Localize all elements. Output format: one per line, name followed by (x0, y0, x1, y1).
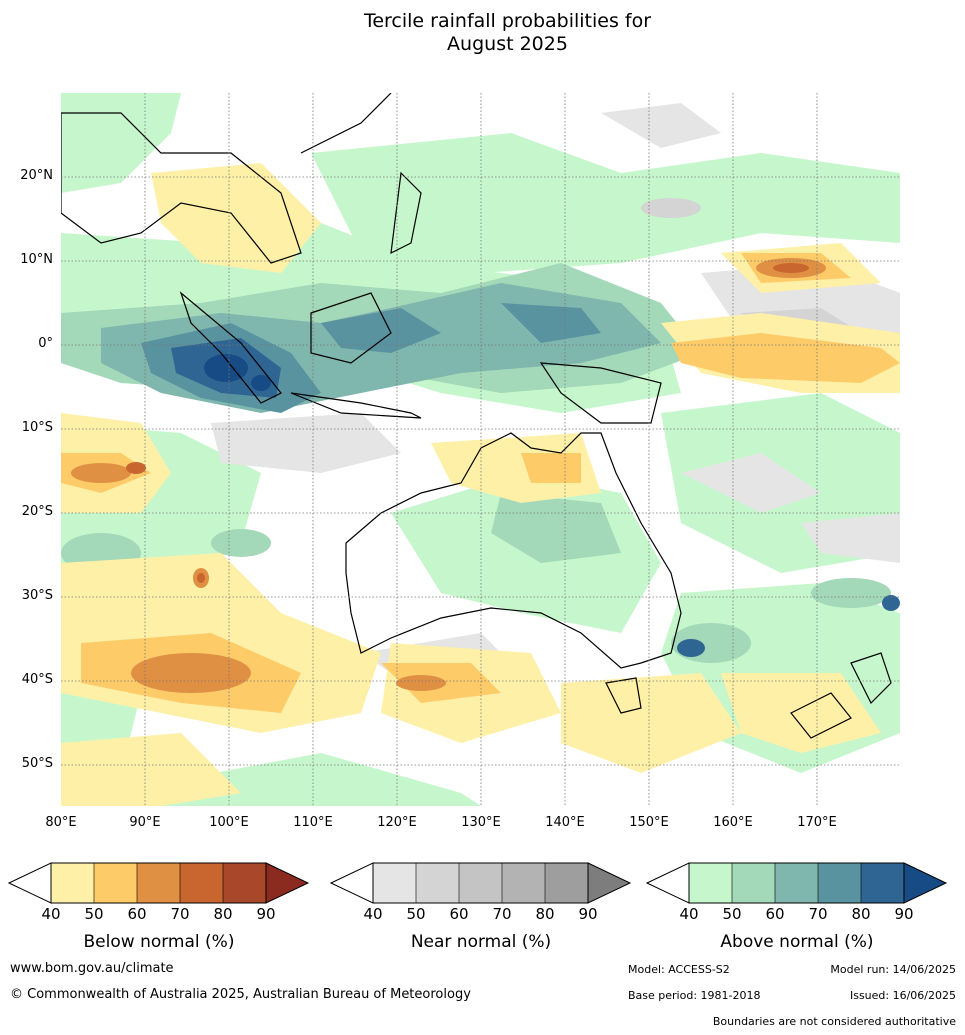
cbar-near-tick-60: 60 (449, 905, 469, 923)
cbar-above-tick-90: 90 (894, 905, 914, 923)
cbar-near-tick-80: 80 (535, 905, 555, 923)
cbar-near-swatch-5 (545, 863, 588, 903)
cbar-near-swatch-4 (502, 863, 545, 903)
lon-label-150e: 150°E (629, 815, 669, 830)
lat-label-20s: 20°S (21, 504, 53, 519)
cbar-below-swatch-1 (51, 863, 94, 903)
cbar-above-swatch-3 (775, 863, 818, 903)
lat-label-50s: 50°S (21, 756, 53, 771)
cbar-above-tick-80: 80 (851, 905, 871, 923)
cbar-below-tick-90: 90 (256, 905, 276, 923)
footer-model-run: Model run: 14/06/2025 (830, 963, 956, 976)
cbar-above-swatch-4 (818, 863, 861, 903)
lon-label-110e: 110°E (293, 815, 333, 830)
cbar-above-swatch-5 (861, 863, 904, 903)
cbar-above-title: Above normal (%) (720, 932, 874, 952)
footer-website[interactable]: www.bom.gov.au/climate (10, 961, 174, 976)
colorbar-above-normal (646, 862, 948, 904)
lon-label-90e: 90°E (129, 815, 161, 830)
cbar-above-tick-60: 60 (765, 905, 785, 923)
rainfall-map (61, 93, 900, 806)
lon-label-140e: 140°E (545, 815, 585, 830)
coastlines (61, 93, 892, 739)
cbar-near-swatch-2 (416, 863, 459, 903)
colorbar-near-normal (330, 862, 632, 904)
cbar-above-tick-50: 50 (722, 905, 742, 923)
cbar-above-tick-70: 70 (808, 905, 828, 923)
cbar-below-tick-40: 40 (41, 905, 61, 923)
lon-label-170e: 170°E (797, 815, 837, 830)
cbar-above-swatch-1 (689, 863, 732, 903)
cbar-below-tick-70: 70 (170, 905, 190, 923)
cbar-near-swatch-3 (459, 863, 502, 903)
title-line-1: Tercile rainfall probabilities for (363, 10, 652, 32)
lon-label-160e: 160°E (713, 815, 753, 830)
cbar-near-title: Near normal (%) (410, 932, 552, 952)
lat-label-10n: 10°N (20, 252, 53, 267)
cbar-near-tick-90: 90 (578, 905, 598, 923)
lat-label-30s: 30°S (21, 588, 53, 603)
below-normal-70-layer (126, 263, 809, 583)
footer-model: Model: ACCESS-S2 (628, 963, 730, 976)
cbar-near-tick-40: 40 (363, 905, 383, 923)
map-panel (61, 93, 900, 806)
cbar-above-swatch-2 (732, 863, 775, 903)
lon-label-120e: 120°E (377, 815, 417, 830)
footer-disclaimer: Boundaries are not considered authoritat… (712, 1015, 956, 1028)
lon-label-80e: 80°E (45, 815, 77, 830)
lat-label-20n: 20°N (20, 168, 53, 183)
cbar-below-tick-60: 60 (127, 905, 147, 923)
lat-label-40s: 40°S (21, 672, 53, 687)
lat-label-0: 0° (38, 336, 53, 351)
cbar-below-swatch-4 (180, 863, 223, 903)
title-line-2: August 2025 (447, 33, 568, 55)
lon-label-100e: 100°E (209, 815, 249, 830)
cbar-below-title: Below normal (%) (83, 932, 235, 952)
cbar-near-tick-70: 70 (492, 905, 512, 923)
above-normal-90-layer (204, 354, 271, 391)
colorbar-below-normal (8, 862, 310, 904)
cbar-below-tick-50: 50 (84, 905, 104, 923)
cbar-below-swatch-5 (223, 863, 266, 903)
footer-copyright: © Commonwealth of Australia 2025, Austra… (10, 987, 471, 1002)
lat-label-10s: 10°S (21, 420, 53, 435)
footer-issued: Issued: 16/06/2025 (849, 989, 956, 1002)
cbar-near-tick-50: 50 (406, 905, 426, 923)
cbar-below-tick-80: 80 (213, 905, 233, 923)
lon-label-130e: 130°E (461, 815, 501, 830)
cbar-below-swatch-2 (94, 863, 137, 903)
footer-base-period: Base period: 1981-2018 (628, 989, 761, 1002)
cbar-above-tick-40: 40 (679, 905, 699, 923)
cbar-below-swatch-3 (137, 863, 180, 903)
cbar-near-swatch-1 (373, 863, 416, 903)
map-title: Tercile rainfall probabilities for Augus… (250, 10, 765, 56)
